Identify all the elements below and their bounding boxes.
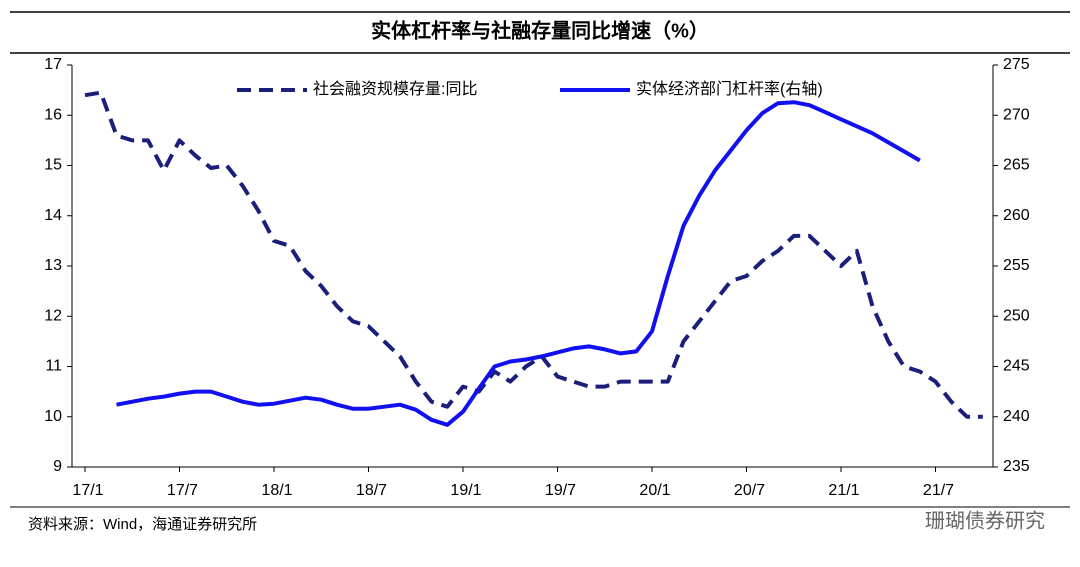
x-tick-label: 20/7	[734, 482, 765, 499]
y2-tick-label: 240	[1003, 408, 1030, 425]
series-line	[116, 100, 921, 427]
y2-tick-label: 250	[1003, 307, 1030, 324]
x-tick-label: 17/7	[167, 482, 198, 499]
x-tick-label: 20/1	[639, 482, 670, 499]
x-tick-label: 19/7	[545, 482, 576, 499]
legend-label: 社会融资规模存量:同比	[313, 80, 477, 98]
series-line	[84, 90, 983, 419]
y-tick-label: 11	[45, 358, 62, 375]
legend-label: 实体经济部门杠杆率(右轴)	[636, 80, 823, 98]
y2-tick-label: 275	[1003, 56, 1030, 73]
y2-tick-label: 260	[1003, 207, 1030, 224]
y-tick-label: 17	[44, 56, 62, 73]
source: 资料来源：Wind，海通证券研究所	[28, 516, 257, 533]
x-tick-label: 17/1	[72, 482, 103, 499]
y-tick-label: 14	[44, 207, 62, 224]
y-tick-label: 12	[44, 307, 62, 324]
x-tick-label: 19/1	[450, 482, 481, 499]
y-tick-label: 16	[44, 106, 62, 123]
watermark: 珊瑚债券研究	[925, 509, 1045, 532]
x-tick-label: 21/1	[828, 482, 859, 499]
y2-tick-label: 270	[1003, 106, 1030, 123]
x-tick-label: 21/7	[923, 482, 954, 499]
y-tick-label: 15	[44, 157, 62, 174]
y-tick-label: 10	[44, 408, 62, 425]
y-tick-label: 13	[44, 257, 62, 274]
x-tick-label: 18/7	[356, 482, 387, 499]
y2-tick-label: 255	[1003, 257, 1030, 274]
x-tick-label: 18/1	[261, 482, 292, 499]
y2-tick-label: 235	[1003, 458, 1030, 475]
chart-title: 实体杠杆率与社融存量同比增速（%）	[371, 18, 709, 42]
y2-tick-label: 265	[1003, 157, 1030, 174]
y2-tick-label: 245	[1003, 358, 1030, 375]
y-tick-label: 9	[53, 458, 62, 475]
